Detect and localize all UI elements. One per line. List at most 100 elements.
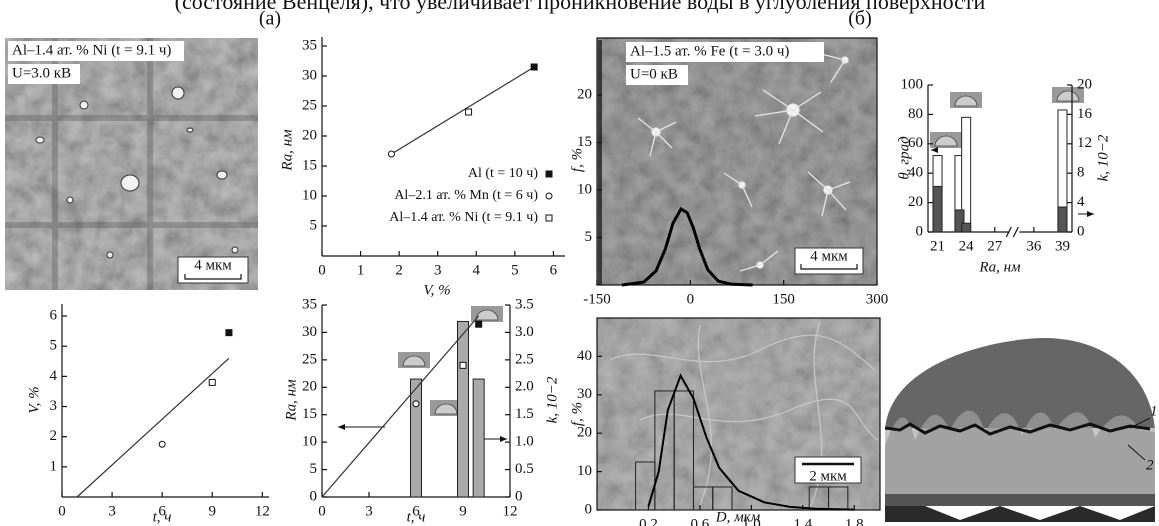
bar	[411, 379, 422, 497]
y-tick-label: 10	[577, 181, 592, 197]
y-tick-label: 10	[302, 434, 317, 450]
y-tick-label: 15	[302, 157, 317, 173]
x-tick-label: 12	[255, 503, 270, 519]
droplet	[885, 338, 1155, 430]
x-tick-label: 21	[930, 238, 945, 254]
scale-bar-label: 4 мкм	[194, 257, 232, 273]
figure: (состояние Венцеля), что увеличивает про…	[0, 0, 1159, 526]
y-axis-label: θ, град	[896, 136, 912, 180]
bar	[1058, 207, 1067, 232]
x-axis-label: Ra, нм	[978, 259, 1021, 275]
point	[466, 109, 472, 115]
x-tick-label: 0	[58, 503, 66, 519]
x-tick-label: 39	[1055, 238, 1070, 254]
y-tick-label: 5	[50, 338, 58, 354]
point	[531, 64, 537, 70]
y-tick-label: 40	[577, 348, 592, 364]
x-axis-label: t, ч	[153, 509, 172, 525]
y-tick-label: 20	[302, 379, 317, 395]
x-tick-label: 2	[395, 262, 403, 278]
bar	[473, 379, 484, 497]
y2-axis-label: k, 10−2	[544, 376, 560, 423]
x-tick-label: 0	[318, 262, 326, 278]
y-tick-label: 20	[302, 127, 317, 143]
x-tick-label: 150	[772, 291, 795, 307]
x-tick-label: 3	[434, 262, 442, 278]
y-tick-label: 0	[585, 501, 593, 517]
image-label: U=0 кВ	[630, 66, 678, 82]
image-edge	[598, 40, 602, 285]
panel-label: (а)	[259, 8, 281, 30]
droplet-icon	[398, 352, 430, 368]
bar	[458, 321, 469, 497]
x-tick-label: 0	[687, 291, 695, 307]
x-tick-label: 300	[866, 291, 889, 307]
y-tick-label: 30	[302, 67, 317, 83]
x-tick-label: 36	[1026, 238, 1042, 254]
y-tick-label: 80	[908, 106, 923, 122]
x-tick-label: 5	[511, 262, 519, 278]
y-tick-label: 4	[50, 368, 58, 384]
y2-tick-label: 16	[1077, 106, 1093, 122]
legend-marker	[546, 215, 552, 221]
y2-tick-label: 3.0	[515, 324, 534, 340]
micrograph: Al–1.5 ат. % Fe (t = 3.0 ч) U=0 кВ 4 мкм	[597, 38, 877, 285]
y2-axis-label: k, 10−2	[1095, 134, 1111, 181]
y-tick-label: 35	[302, 296, 317, 312]
legend-marker	[546, 171, 552, 177]
y2-tick-label: 12	[1077, 135, 1092, 151]
bar	[933, 186, 942, 232]
image-label: Al–1.5 ат. % Fe (t = 3.0 ч)	[630, 43, 789, 59]
point	[159, 441, 165, 447]
y-axis-label: Ra, нм	[283, 379, 299, 422]
y2-tick-label: 4	[1077, 194, 1085, 210]
x-tick-label: 24	[959, 238, 975, 254]
x-tick-label: -150	[583, 291, 611, 307]
image-label: Al–1.4 ат. % Ni (t = 9.1 ч)	[12, 42, 171, 58]
y-tick-label: 0	[916, 223, 924, 239]
x-tick-label: 3	[108, 503, 116, 519]
x-tick-label: 1.8	[845, 516, 864, 526]
scale-bar-label: 2 мкм	[809, 468, 847, 484]
point	[476, 321, 482, 327]
x-tick-label: 3	[365, 503, 373, 519]
fit-line	[77, 358, 229, 497]
schematic: 1 2	[885, 338, 1158, 522]
point	[209, 379, 215, 385]
schematic-label: 2	[1146, 457, 1154, 473]
y2-tick-label: 0	[515, 488, 523, 504]
micrograph: Al–1.4 ат. % Ni (t = 9.1 ч) U=3.0 кВ 4 м…	[5, 38, 258, 290]
scale-bar-label: 4 мкм	[810, 248, 848, 264]
y-tick-label: 5	[585, 229, 593, 245]
fit-line	[391, 67, 534, 154]
x-tick-label: 27	[987, 238, 1003, 254]
x-tick-label: 9	[208, 503, 216, 519]
y-axis-label: f, %	[569, 402, 585, 426]
substrate-teeth	[885, 506, 1155, 522]
y-tick-label: 20	[908, 194, 923, 210]
y-tick-label: 5	[310, 461, 318, 477]
y-tick-label: 10	[302, 187, 317, 203]
y-tick-label: 25	[302, 351, 317, 367]
y2-tick-label: 8	[1077, 165, 1085, 181]
y-tick-label: 5	[310, 217, 318, 233]
y2-tick-label: 0	[1077, 223, 1085, 239]
legend-label: Al–1.4 ат. % Ni (t = 9.1 ч)	[389, 210, 538, 225]
x-tick-label: 1	[357, 262, 365, 278]
x-tick-label: 9	[459, 503, 467, 519]
x-tick-label: 0.2	[639, 516, 658, 526]
y2-tick-label: 20	[1077, 76, 1092, 92]
micrograph: 2 мкм	[597, 318, 880, 510]
legend-marker	[546, 193, 552, 199]
y2-tick-label: 3.5	[515, 296, 534, 312]
y2-tick-label: 1.5	[515, 406, 534, 422]
y-tick-label: 10	[577, 463, 592, 479]
point	[413, 401, 419, 407]
y-tick-label: 1	[50, 458, 58, 474]
x-tick-label: 12	[503, 503, 518, 519]
image-label: U=3.0 кВ	[12, 65, 71, 81]
y-tick-label: 20	[577, 86, 592, 102]
y-tick-label: 100	[901, 76, 924, 92]
y-tick-label: 25	[302, 97, 317, 113]
y-axis-label: f, %	[569, 148, 585, 172]
